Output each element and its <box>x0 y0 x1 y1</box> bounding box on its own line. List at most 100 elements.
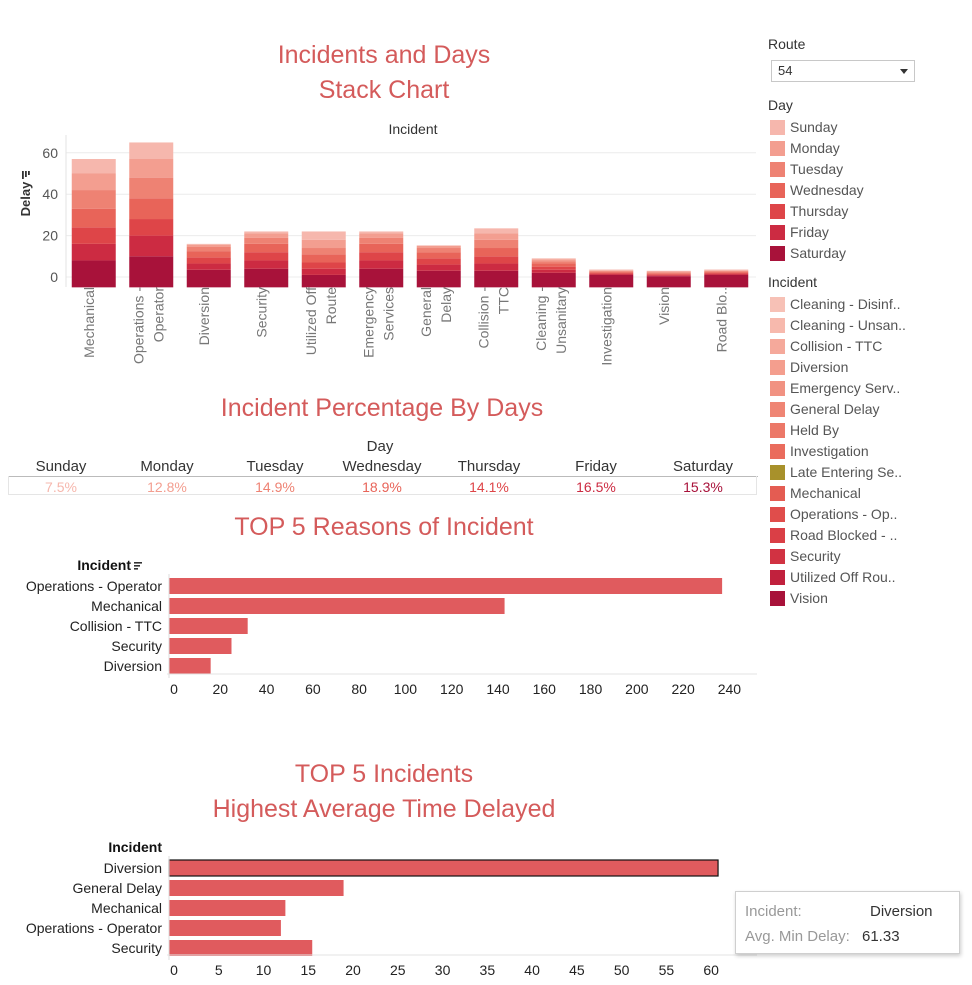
bar-segment[interactable] <box>474 263 519 271</box>
bar-segment[interactable] <box>186 257 231 264</box>
bar-segment[interactable] <box>416 270 461 288</box>
legend-item[interactable]: Cleaning - Unsan.. <box>770 315 906 335</box>
bar-segment[interactable] <box>71 173 116 191</box>
bar-segment[interactable] <box>531 259 576 262</box>
bar-segment[interactable] <box>416 264 461 271</box>
route-dropdown[interactable]: 54 <box>771 60 915 82</box>
bar-segment[interactable] <box>704 270 749 271</box>
bar-segment[interactable] <box>244 243 289 253</box>
bar-segment[interactable] <box>416 248 461 253</box>
bar-segment[interactable] <box>301 231 346 240</box>
bar-segment[interactable] <box>474 239 519 249</box>
bar-segment[interactable] <box>71 159 116 174</box>
pct-value[interactable]: 14.9% <box>255 479 295 495</box>
bar-segment[interactable] <box>301 248 346 255</box>
chevron-down-icon[interactable] <box>900 69 908 74</box>
bar-segment[interactable] <box>589 274 634 288</box>
bar-segment[interactable] <box>704 270 749 272</box>
bar[interactable] <box>169 880 344 896</box>
bar-segment[interactable] <box>646 274 691 276</box>
bar-segment[interactable] <box>704 274 749 288</box>
legend-item[interactable]: Diversion <box>770 357 848 377</box>
bar-segment[interactable] <box>589 270 634 271</box>
bar-segment[interactable] <box>531 263 576 267</box>
bar-segment[interactable] <box>244 260 289 269</box>
bar-segment[interactable] <box>646 270 691 272</box>
bar-segment[interactable] <box>244 233 289 238</box>
pct-value[interactable]: 7.5% <box>45 479 77 495</box>
legend-item[interactable]: Monday <box>770 138 840 158</box>
legend-item[interactable]: Utilized Off Rou.. <box>770 567 896 587</box>
legend-item[interactable]: Mechanical <box>770 483 861 503</box>
bar-segment[interactable] <box>416 258 461 265</box>
legend-item[interactable]: Held By <box>770 420 839 440</box>
bar-segment[interactable] <box>646 272 691 274</box>
bar[interactable] <box>169 940 313 956</box>
bar-segment[interactable] <box>359 231 404 234</box>
legend-item[interactable]: Cleaning - Disinf.. <box>770 294 901 314</box>
bar-segment[interactable] <box>359 252 404 261</box>
bar-segment[interactable] <box>71 227 116 244</box>
bar-segment[interactable] <box>646 271 691 273</box>
bar-segment[interactable] <box>129 159 174 178</box>
legend-item[interactable]: General Delay <box>770 399 880 419</box>
legend-item[interactable]: Investigation <box>770 441 869 461</box>
bar-segment[interactable] <box>589 272 634 274</box>
bar-segment[interactable] <box>71 208 116 228</box>
legend-item[interactable]: Wednesday <box>770 180 864 200</box>
bar-segment[interactable] <box>71 190 116 209</box>
bar-segment[interactable] <box>301 239 346 249</box>
bar-segment[interactable] <box>474 256 519 264</box>
bar-segment[interactable] <box>301 274 346 288</box>
bar-segment[interactable] <box>531 269 576 273</box>
bar-segment[interactable] <box>474 233 519 240</box>
bar-segment[interactable] <box>531 272 576 288</box>
bar-segment[interactable] <box>474 248 519 257</box>
bar-segment[interactable] <box>531 266 576 270</box>
bar-segment[interactable] <box>129 235 174 257</box>
bar-segment[interactable] <box>71 260 116 288</box>
bar-segment[interactable] <box>589 271 634 273</box>
bar-segment[interactable] <box>474 270 519 288</box>
bar-segment[interactable] <box>531 258 576 260</box>
bar-segment[interactable] <box>71 243 116 261</box>
bar-segment[interactable] <box>129 177 174 199</box>
bar-segment[interactable] <box>129 142 174 160</box>
bar-segment[interactable] <box>646 276 691 288</box>
bar-segment[interactable] <box>359 243 404 253</box>
bar-segment[interactable] <box>589 270 634 272</box>
legend-item[interactable]: Emergency Serv.. <box>770 378 900 398</box>
bar[interactable] <box>169 638 232 654</box>
bar-segment[interactable] <box>646 275 691 277</box>
bar-segment[interactable] <box>244 252 289 261</box>
bar[interactable] <box>169 920 281 936</box>
bar-segment[interactable] <box>704 273 749 275</box>
legend-item[interactable]: Sunday <box>770 117 837 137</box>
bar-segment[interactable] <box>416 245 461 246</box>
bar-segment[interactable] <box>646 273 691 275</box>
bar-segment[interactable] <box>416 245 461 249</box>
legend-item[interactable]: Vision <box>770 588 828 608</box>
pct-value[interactable]: 14.1% <box>469 479 509 495</box>
bar-segment[interactable] <box>244 237 289 244</box>
bar[interactable] <box>169 618 248 634</box>
bar-segment[interactable] <box>186 263 231 270</box>
bar-segment[interactable] <box>186 251 231 258</box>
pct-value[interactable]: 12.8% <box>147 479 187 495</box>
sort-icon[interactable] <box>22 171 30 179</box>
bar-segment[interactable] <box>531 261 576 264</box>
bar-segment[interactable] <box>129 219 174 236</box>
bar-segment[interactable] <box>359 237 404 244</box>
bar-segment[interactable] <box>589 273 634 275</box>
bar[interactable] <box>169 900 286 916</box>
bar-segment[interactable] <box>301 268 346 275</box>
bar[interactable] <box>169 578 723 594</box>
bar-segment[interactable] <box>301 262 346 269</box>
sort-icon[interactable] <box>134 562 142 570</box>
bar-segment[interactable] <box>359 260 404 269</box>
bar-segment[interactable] <box>359 268 404 288</box>
legend-item[interactable]: Collision - TTC <box>770 336 882 356</box>
bar-segment[interactable] <box>186 243 231 245</box>
legend-item[interactable]: Tuesday <box>770 159 843 179</box>
legend-item[interactable]: Late Entering Se.. <box>770 462 902 482</box>
